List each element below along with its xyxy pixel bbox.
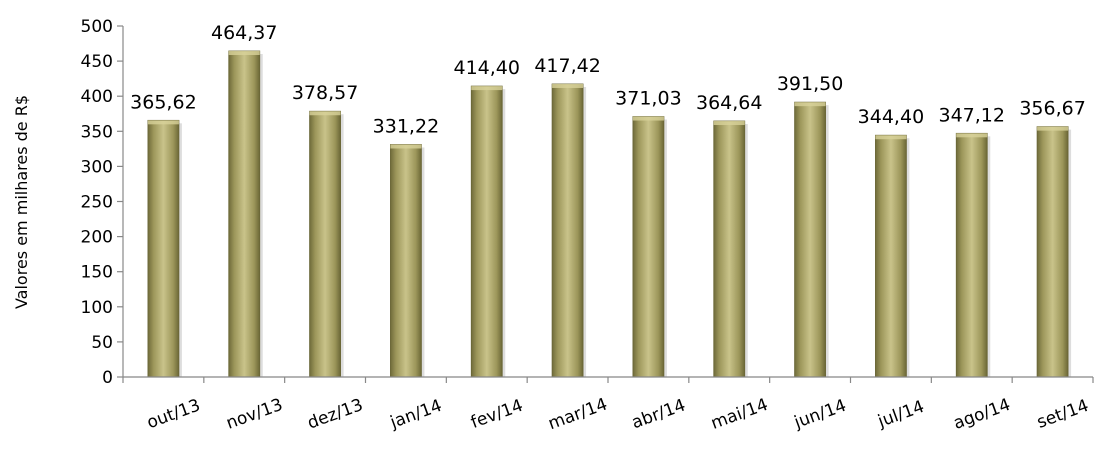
bar	[551, 83, 584, 378]
bar-top	[309, 111, 341, 116]
bar	[1036, 126, 1069, 378]
y-tick-label: 150	[81, 263, 113, 283]
y-tick-label: 500	[81, 17, 113, 37]
bar-top	[228, 51, 260, 56]
y-tick-label: 250	[81, 193, 113, 213]
bar	[309, 110, 341, 378]
bar	[147, 119, 180, 378]
data-label: 464,37	[211, 22, 277, 44]
y-tick-label: 350	[81, 122, 113, 142]
y-tick-label: 100	[81, 298, 113, 318]
data-label: 344,40	[858, 106, 924, 128]
bar	[390, 144, 422, 378]
bar	[713, 120, 746, 378]
x-category-label: dez/13	[305, 395, 366, 433]
y-tick-label: 450	[81, 52, 113, 72]
x-category-label: jun/14	[791, 396, 849, 433]
bar	[228, 50, 261, 378]
x-category-label: ago/14	[951, 395, 1013, 434]
bar	[794, 101, 826, 378]
bar-top	[471, 86, 503, 91]
x-category-label: mar/14	[546, 394, 610, 434]
y-axis-title: Valores em milhares de R$	[12, 95, 31, 309]
data-label: 414,40	[454, 57, 520, 79]
x-category-label: out/13	[144, 395, 203, 433]
bar-top	[147, 120, 179, 125]
bars	[147, 50, 1072, 378]
x-category-label: jan/14	[387, 396, 445, 433]
data-label: 364,64	[696, 92, 762, 114]
bar-top	[875, 135, 907, 140]
y-tick-label: 200	[81, 228, 113, 248]
data-labels: 365,62 464,37 378,57 331,22 414,40 417,42 371,…	[130, 22, 1086, 137]
y-tick-label: 0	[102, 368, 113, 388]
x-category-label: nov/13	[224, 395, 286, 434]
x-category-label: set/14	[1034, 396, 1091, 433]
y-tick-label: 300	[81, 157, 113, 177]
x-category-label: abr/14	[629, 395, 688, 433]
data-label: 371,03	[615, 88, 681, 110]
bar	[632, 116, 665, 378]
data-label: 391,50	[777, 73, 843, 95]
x-category-label: mai/14	[708, 395, 770, 434]
bar-top	[552, 83, 584, 88]
data-label: 417,42	[534, 55, 600, 77]
data-label: 347,12	[939, 104, 1005, 126]
data-label: 331,22	[373, 115, 439, 137]
bar	[955, 132, 988, 378]
bar-top	[956, 133, 988, 138]
data-label: 378,57	[292, 82, 358, 104]
y-axis-ticks: 0 50 100 150 200 250 300 350 400 450 500	[81, 17, 123, 388]
y-tick-label: 50	[91, 333, 113, 353]
data-label: 365,62	[130, 91, 196, 113]
x-axis-labels: out/13 nov/13 dez/13 jan/14 fev/14 mar/14 abr/…	[122, 377, 1094, 434]
data-label: 356,67	[1019, 98, 1085, 120]
bar-top	[1037, 126, 1069, 131]
bar-top	[713, 121, 745, 126]
x-category-label: jul/14	[874, 397, 927, 432]
bar	[470, 85, 503, 378]
bar-top	[390, 144, 422, 149]
x-category-label: fev/14	[468, 396, 525, 433]
bar-top	[632, 116, 664, 121]
bar	[875, 134, 907, 378]
y-tick-label: 400	[81, 87, 113, 107]
bar-top	[794, 102, 826, 107]
